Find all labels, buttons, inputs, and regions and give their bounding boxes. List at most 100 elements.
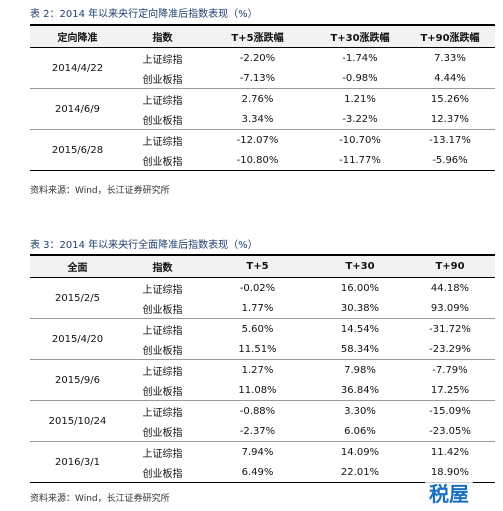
cell: 上证综指 — [125, 359, 200, 380]
row: 2015/9/6 上证综指 1.27% 7.98% -7.79% — [30, 359, 495, 401]
source: 资料来源：Wind，长江证券研究所 — [30, 186, 170, 196]
cell: 11.42% — [405, 441, 495, 462]
cell: 7.94% — [200, 441, 315, 462]
cell: 7.33% — [405, 47, 495, 68]
cell: -7.79% — [405, 359, 495, 380]
cell: 1.77% — [241, 302, 274, 314]
cell: 5.60% — [200, 318, 315, 339]
cell: 44.18% — [405, 277, 495, 298]
cell: 14.09% — [315, 441, 405, 462]
cell: 上证综指 — [125, 129, 200, 150]
cell: -0.88% — [200, 400, 315, 421]
cell: 创业板指 — [142, 386, 183, 398]
table: 定向降准 指数 T+5涨跌幅 T+30涨跌幅 T+90涨跌幅 2014/4/22 上证综指 -… — [30, 24, 495, 171]
cell: 2.76% — [200, 88, 315, 109]
row: 创业板指 -2.37% 6.06% -23.05% — [30, 421, 495, 442]
cell: -23.05% — [429, 425, 471, 437]
cell: 创业板指 — [142, 74, 183, 86]
cell: -11.77% — [315, 150, 405, 171]
header-cell: T+30涨跌幅 — [315, 24, 405, 48]
row: 2016/3/1 上证综指 7.94% 14.09% 11.42% — [30, 441, 495, 483]
cell: 创业板指 — [142, 345, 183, 357]
header-cell: T+5涨跌幅 — [200, 24, 315, 48]
table: 全面 指数 T+5 T+30 T+90 2015/2/5 上证综指 -0.02% 16.00% 4… — [30, 254, 495, 483]
cell: -12.07% — [200, 129, 315, 150]
cell: 上证综指 — [125, 88, 200, 109]
cell: 7.98% — [315, 359, 405, 380]
row: 2014/4/22 上证综指 -2.20% -1.74% 7.33% — [30, 47, 495, 89]
cell: 3.34% — [241, 113, 274, 125]
cell: -13.17% — [405, 129, 495, 150]
date-cell: 2015/4/20 — [30, 318, 125, 360]
row: 2015/2/5 上证综指 -0.02% 16.00% 44.18% — [30, 277, 495, 319]
cell: -1.74% — [315, 47, 405, 68]
cell: -7.13% — [239, 72, 276, 84]
cell: 上证综指 — [125, 400, 200, 421]
cell: -31.72% — [405, 318, 495, 339]
cell: 36.84% — [340, 384, 380, 396]
cell: 创业板指 — [142, 304, 183, 316]
cell: -15.09% — [405, 400, 495, 421]
row: 创业板指 -7.13% -0.98% 4.44% — [30, 68, 495, 89]
row: 2015/4/20 上证综指 5.60% 14.54% -31.72% — [30, 318, 495, 360]
cell: 6.06% — [344, 425, 376, 437]
cell: 上证综指 — [125, 47, 200, 68]
cell: -0.02% — [200, 277, 315, 298]
cell: 12.37% — [430, 113, 470, 125]
cell: 4.44% — [434, 72, 466, 84]
cell: 17.25% — [430, 384, 470, 396]
date-cell: 2014/6/9 — [30, 88, 125, 130]
cell: 创业板指 — [125, 462, 200, 483]
cell: 上证综指 — [125, 441, 200, 462]
cell: 上证综指 — [125, 277, 200, 298]
table-title: 表 2：2014 年以来央行定向降准后指数表现（%） — [30, 9, 258, 20]
row: 创业板指 11.51% 58.34% -23.29% — [30, 339, 495, 360]
cell: 11.51% — [238, 343, 277, 355]
cell: -2.37% — [239, 425, 276, 437]
cell: 创业板指 — [142, 115, 183, 127]
cell: 93.09% — [430, 302, 470, 314]
cell: 58.34% — [340, 343, 380, 355]
table-title: 表 3：2014 年以来央行全面降准后指数表现（%） — [30, 240, 258, 251]
cell: 30.38% — [340, 302, 380, 314]
row: 2014/6/9 上证综指 2.76% 1.21% 15.26% — [30, 88, 495, 130]
row: 2015/10/24 上证综指 -0.88% 3.30% -15.09% — [30, 400, 495, 442]
cell: 1.21% — [315, 88, 405, 109]
header-cell: 定向降准 — [30, 24, 125, 48]
cell: 创业板指 — [125, 150, 200, 171]
header-cell: T+5 — [200, 254, 315, 278]
row: 2015/6/28 上证综指 -12.07% -10.70% -13.17% — [30, 129, 495, 171]
cell: -0.98% — [342, 72, 378, 84]
date-cell: 2014/4/22 — [30, 47, 125, 89]
cell: -10.80% — [200, 150, 315, 171]
cell: -23.29% — [429, 343, 471, 355]
cell: 14.54% — [315, 318, 405, 339]
cell: 创业板指 — [142, 427, 183, 439]
cell: -3.22% — [342, 113, 378, 125]
header-row: 全面 指数 T+5 T+30 T+90 — [30, 254, 495, 278]
row: 创业板指 -10.80% -11.77% -5.96% — [30, 150, 495, 171]
cell: -5.96% — [405, 150, 495, 171]
cell: 16.00% — [315, 277, 405, 298]
row: 创业板指 1.77% 30.38% 93.09% — [30, 298, 495, 319]
row: 创业板指 6.49% 22.01% 18.90% — [30, 462, 495, 483]
cell: 22.01% — [315, 462, 405, 483]
row: 创业板指 11.08% 36.84% 17.25% — [30, 380, 495, 401]
cell: 1.27% — [200, 359, 315, 380]
cell: 11.08% — [238, 384, 277, 396]
date-cell: 2015/9/6 — [30, 359, 125, 401]
header-cell: T+90 — [405, 254, 495, 278]
header-cell: 全面 — [30, 254, 125, 278]
date-cell: 2016/3/1 — [30, 441, 125, 483]
cell: -2.20% — [200, 47, 315, 68]
cell: 3.30% — [315, 400, 405, 421]
header-row: 定向降准 指数 T+5涨跌幅 T+30涨跌幅 T+90涨跌幅 — [30, 24, 495, 48]
cell: -10.70% — [315, 129, 405, 150]
date-cell: 2015/10/24 — [30, 400, 125, 442]
date-cell: 2015/6/28 — [30, 129, 125, 171]
header-cell: T+30 — [315, 254, 405, 278]
cell: 15.26% — [405, 88, 495, 109]
header-cell: 指数 — [125, 24, 200, 48]
header-cell: 指数 — [125, 254, 200, 278]
